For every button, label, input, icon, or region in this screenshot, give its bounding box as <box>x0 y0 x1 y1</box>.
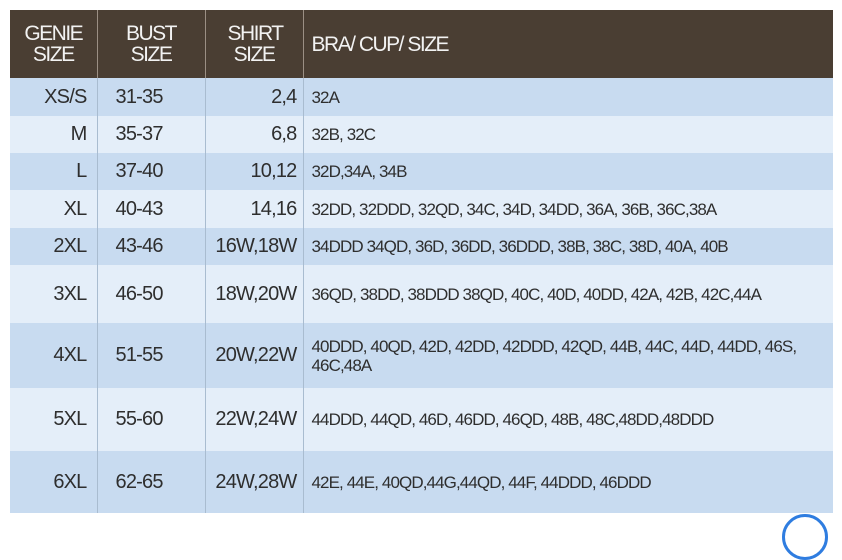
genie-size-cell: L <box>10 153 98 190</box>
header-shirt-size: SHIRT SIZE <box>205 10 304 78</box>
header-bra-cup-size: BRA/ CUP/ SIZE <box>303 10 833 78</box>
bra-cup-size-cell: 44DDD, 44QD, 46D, 46DD, 46QD, 48B, 48C,4… <box>303 388 833 451</box>
bust-size-cell: 35-37 <box>97 116 206 153</box>
shirt-size-cell: 14,16 <box>205 190 304 228</box>
bra-cup-size-cell: 34DDD 34QD, 36D, 36DD, 36DDD, 38B, 38C, … <box>303 228 833 265</box>
bra-cup-size-cell: 32D,34A, 34B <box>303 153 833 190</box>
shirt-size-cell: 2,4 <box>205 78 304 116</box>
header-bust-size: BUST SIZE <box>97 10 206 78</box>
bust-size-cell: 31-35 <box>97 78 206 116</box>
shirt-size-cell: 18W,20W <box>205 265 304 323</box>
table-row: 5XL 55-60 22W,24W 44DDD, 44QD, 46D, 46DD, 4… <box>10 388 833 451</box>
shirt-size-cell: 22W,24W <box>205 388 304 451</box>
scroll-to-top-icon[interactable] <box>782 514 828 560</box>
table-row: L 37-40 10,12 32D,34A, 34B <box>10 153 833 190</box>
bra-cup-size-cell: 32B, 32C <box>303 116 833 153</box>
genie-size-cell: XL <box>10 190 98 228</box>
genie-size-cell: M <box>10 116 98 153</box>
shirt-size-cell: 20W,22W <box>205 323 304 388</box>
bust-size-cell: 40-43 <box>97 190 206 228</box>
bust-size-cell: 46-50 <box>97 265 206 323</box>
shirt-size-cell: 16W,18W <box>205 228 304 265</box>
shirt-size-cell: 6,8 <box>205 116 304 153</box>
header-genie-size: GENIE SIZE <box>10 10 98 78</box>
table-row: XL 40-43 14,16 32DD, 32DDD, 32QD, 34C, 34D,… <box>10 190 833 228</box>
shirt-size-cell: 10,12 <box>205 153 304 190</box>
shirt-size-cell: 24W,28W <box>205 451 304 513</box>
bust-size-cell: 43-46 <box>97 228 206 265</box>
genie-size-cell: XS/S <box>10 78 98 116</box>
size-chart-table: GENIE SIZE BUST SIZE SHIRT SIZE BRA/ CUP… <box>10 10 833 513</box>
bra-cup-size-cell: 32DD, 32DDD, 32QD, 34C, 34D, 34DD, 36A, … <box>303 190 833 228</box>
bust-size-cell: 51-55 <box>97 323 206 388</box>
genie-size-cell: 2XL <box>10 228 98 265</box>
bust-size-cell: 62-65 <box>97 451 206 513</box>
bra-cup-size-cell: 36QD, 38DD, 38DDD 38QD, 40C, 40D, 40DD, … <box>303 265 833 323</box>
bust-size-cell: 55-60 <box>97 388 206 451</box>
table-row: XS/S 31-35 2,4 32A <box>10 78 833 116</box>
table-row: M 35-37 6,8 32B, 32C <box>10 116 833 153</box>
table-row: 2XL 43-46 16W,18W 34DDD 34QD, 36D, 36DD, 36… <box>10 228 833 265</box>
bra-cup-size-cell: 40DDD, 40QD, 42D, 42DD, 42DDD, 42QD, 44B… <box>303 323 833 388</box>
genie-size-cell: 4XL <box>10 323 98 388</box>
bra-cup-size-cell: 32A <box>303 78 833 116</box>
table-row: 4XL 51-55 20W,22W 40DDD, 40QD, 42D, 42DD, 4… <box>10 323 833 388</box>
genie-size-cell: 6XL <box>10 451 98 513</box>
header-row: GENIE SIZE BUST SIZE SHIRT SIZE BRA/ CUP… <box>10 10 833 78</box>
genie-size-cell: 5XL <box>10 388 98 451</box>
genie-size-cell: 3XL <box>10 265 98 323</box>
table-row: 6XL 62-65 24W,28W 42E, 44E, 40QD,44G,44QD, … <box>10 451 833 513</box>
bra-cup-size-cell: 42E, 44E, 40QD,44G,44QD, 44F, 44DDD, 46D… <box>303 451 833 513</box>
bust-size-cell: 37-40 <box>97 153 206 190</box>
table-row: 3XL 46-50 18W,20W 36QD, 38DD, 38DDD 38QD, 4… <box>10 265 833 323</box>
